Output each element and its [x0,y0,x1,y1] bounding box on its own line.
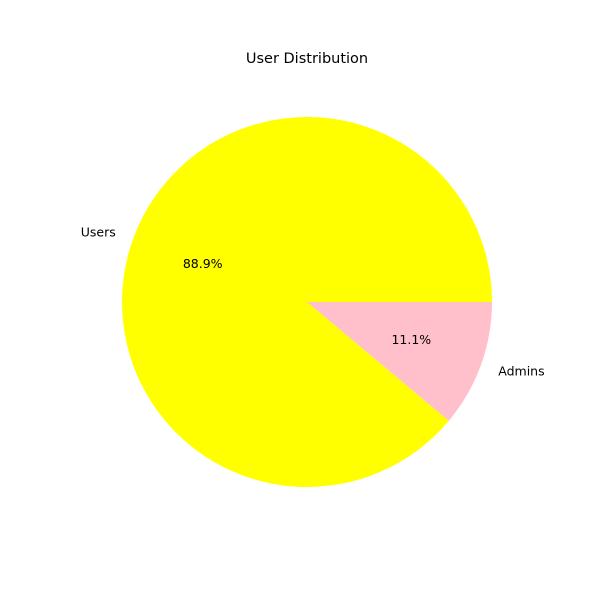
chart-title: User Distribution [246,51,368,67]
pie-slice-admins [307,302,492,421]
slice-label-admins: Admins [498,364,544,379]
slice-percent-admins: 11.1% [391,332,431,347]
pie-labels: Users 88.9% Admins 11.1% [81,224,545,378]
slice-percent-users: 88.9% [183,256,223,271]
slice-label-users: Users [81,224,116,239]
pie-slices [122,116,493,488]
